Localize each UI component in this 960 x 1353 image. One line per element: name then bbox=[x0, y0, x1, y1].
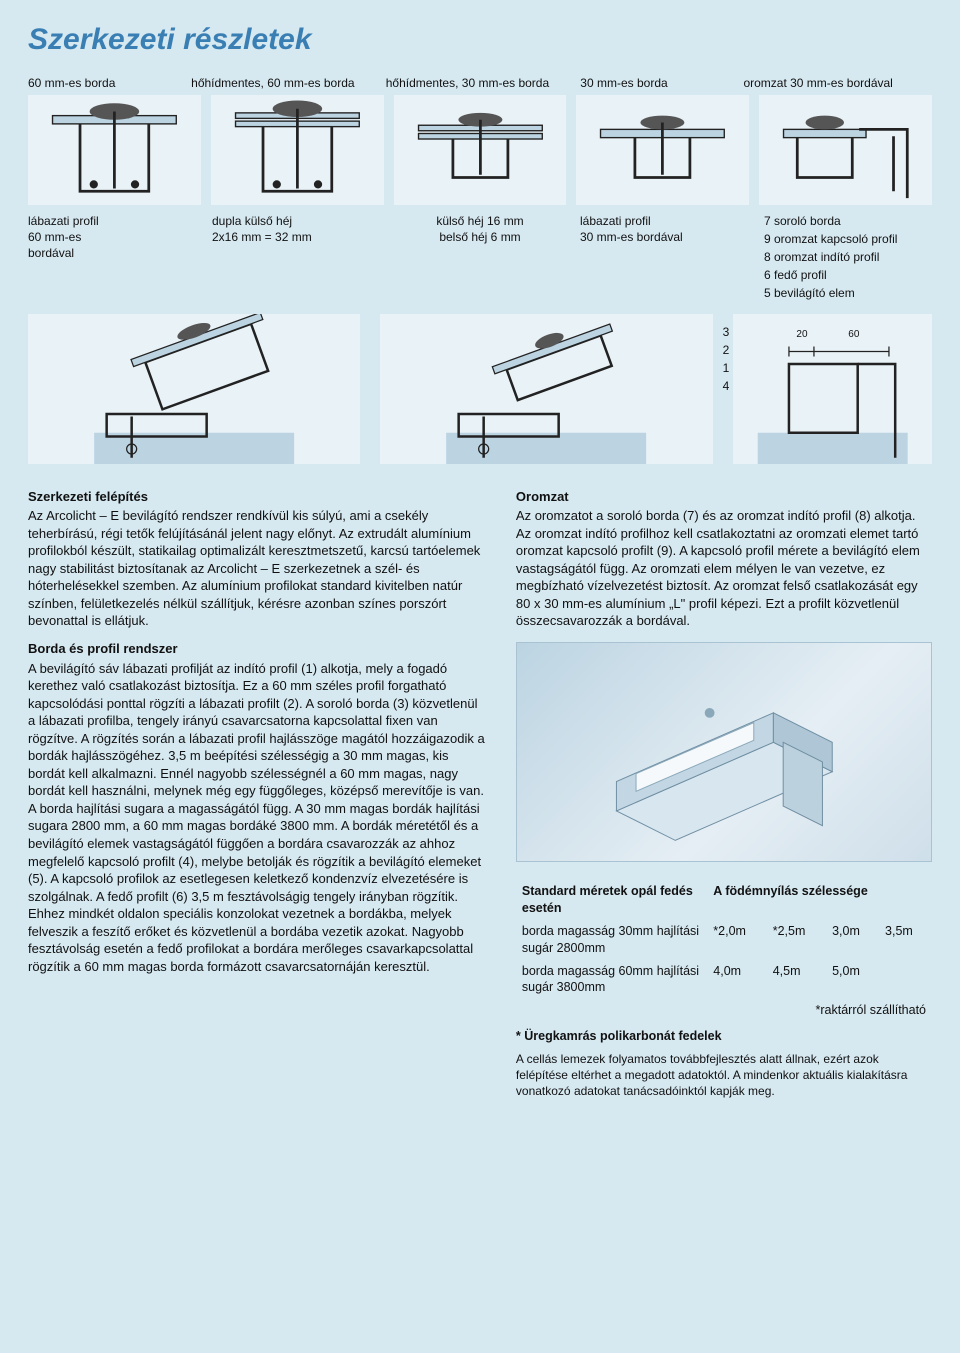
callout-7: 7 soroló borda bbox=[764, 213, 932, 229]
profile-thermal-30mm bbox=[394, 95, 567, 205]
stock-note: *raktárról szállítható bbox=[707, 999, 932, 1022]
dim-20: 20 bbox=[796, 328, 807, 342]
lower-diagrams-row: 3 soroló borda 2 lábazati profil 1 indít… bbox=[28, 314, 932, 464]
label: belső héj 6 mm bbox=[396, 229, 564, 245]
label: bordával bbox=[28, 245, 196, 261]
table-header-right: A födémnyílás szélessége bbox=[707, 880, 932, 920]
table-row: borda magasság 30mm hajlítási sugár 2800… bbox=[516, 920, 932, 960]
table-header-left: Standard méretek opál fedés esetén bbox=[516, 880, 707, 920]
callout-9: 9 oromzat kapcsoló profil bbox=[764, 231, 932, 247]
top-labels-row: 60 mm-es borda hőhídmentes, 60 mm-es bor… bbox=[28, 75, 932, 91]
cell: *2,0m bbox=[707, 920, 766, 960]
cell: *2,5m bbox=[767, 920, 826, 960]
right-column: Oromzat Az oromzatot a soroló borda (7) … bbox=[516, 488, 932, 1100]
heading-profiles: Borda és profil rendszer bbox=[28, 640, 488, 658]
cell: 3,5m bbox=[879, 920, 932, 960]
profile-thermal-60mm bbox=[211, 95, 384, 205]
callout-5: 5 bevilágító elem bbox=[764, 285, 932, 301]
label: lábazati profil bbox=[28, 213, 196, 229]
table-row: borda magasság 60mm hajlítási sugár 3800… bbox=[516, 960, 932, 1000]
page-title: Szerkezeti részletek bbox=[28, 20, 932, 61]
profile-60mm bbox=[28, 95, 201, 205]
footnote-body: A cellás lemezek folyamatos továbbfejles… bbox=[516, 1051, 932, 1100]
row-label: borda magasság 60mm hajlítási sugár 3800… bbox=[516, 960, 707, 1000]
cell: 4,0m bbox=[707, 960, 766, 1000]
content-columns: Szerkezeti felépítés Az Arcolicht – E be… bbox=[28, 488, 932, 1100]
mid-col-2: dupla külső héj 2x16 mm = 32 mm bbox=[212, 213, 380, 304]
cell: 5,0m bbox=[826, 960, 879, 1000]
callout-8: 8 oromzat indító profil bbox=[764, 249, 932, 265]
callouts-upper: 7 soroló borda 9 oromzat kapcsoló profil… bbox=[764, 213, 932, 304]
para-profiles: A bevilágító sáv lábazati profilját az i… bbox=[28, 660, 488, 976]
base-profile-60 bbox=[28, 314, 360, 464]
dim-diagram: 20 60 bbox=[733, 314, 932, 464]
top-label: 30 mm-es borda bbox=[580, 75, 737, 91]
para-structure: Az Arcolicht – E bevilágító rendszer ren… bbox=[28, 507, 488, 630]
top-label: hőhídmentes, 30 mm-es borda bbox=[386, 75, 575, 91]
label: dupla külső héj bbox=[212, 213, 380, 229]
callout-6: 6 fedő profil bbox=[764, 267, 932, 283]
label: külső héj 16 mm bbox=[396, 213, 564, 229]
base-profile-30: 3 soroló borda 2 lábazati profil 1 indít… bbox=[380, 314, 712, 464]
cell: 3,0m bbox=[826, 920, 879, 960]
label: 30 mm-es bordával bbox=[580, 229, 748, 245]
sizes-table: Standard méretek opál fedés esetén A föd… bbox=[516, 880, 932, 1022]
dim-60: 60 bbox=[848, 328, 859, 342]
top-label: oromzat 30 mm-es bordával bbox=[743, 75, 932, 91]
label: lábazati profil bbox=[580, 213, 748, 229]
profile-30mm bbox=[576, 95, 749, 205]
mid-col-3: lábazati profil 30 mm-es bordával bbox=[580, 213, 748, 304]
top-label: hőhídmentes, 60 mm-es borda bbox=[191, 75, 380, 91]
label: 2x16 mm = 32 mm bbox=[212, 229, 380, 245]
mid-col-center: külső héj 16 mm belső héj 6 mm bbox=[396, 213, 564, 304]
mid-labels-row: lábazati profil 60 mm-es bordával dupla … bbox=[28, 213, 932, 304]
heading-verge: Oromzat bbox=[516, 488, 932, 506]
heading-structure: Szerkezeti felépítés bbox=[28, 488, 488, 506]
top-profiles-row bbox=[28, 95, 932, 205]
left-column: Szerkezeti felépítés Az Arcolicht – E be… bbox=[28, 488, 488, 1100]
row-label: borda magasság 30mm hajlítási sugár 2800… bbox=[516, 920, 707, 960]
label: 60 mm-es bbox=[28, 229, 196, 245]
isometric-illustration bbox=[516, 642, 932, 862]
cell: 4,5m bbox=[767, 960, 826, 1000]
top-label: 60 mm-es borda bbox=[28, 75, 185, 91]
para-verge: Az oromzatot a soroló borda (7) és az or… bbox=[516, 507, 932, 630]
footnote-title: * Üregkamrás polikarbonát fedelek bbox=[516, 1028, 932, 1045]
profile-verge-30mm bbox=[759, 95, 932, 205]
cell bbox=[879, 960, 932, 1000]
mid-col-1: lábazati profil 60 mm-es bordával bbox=[28, 213, 196, 304]
